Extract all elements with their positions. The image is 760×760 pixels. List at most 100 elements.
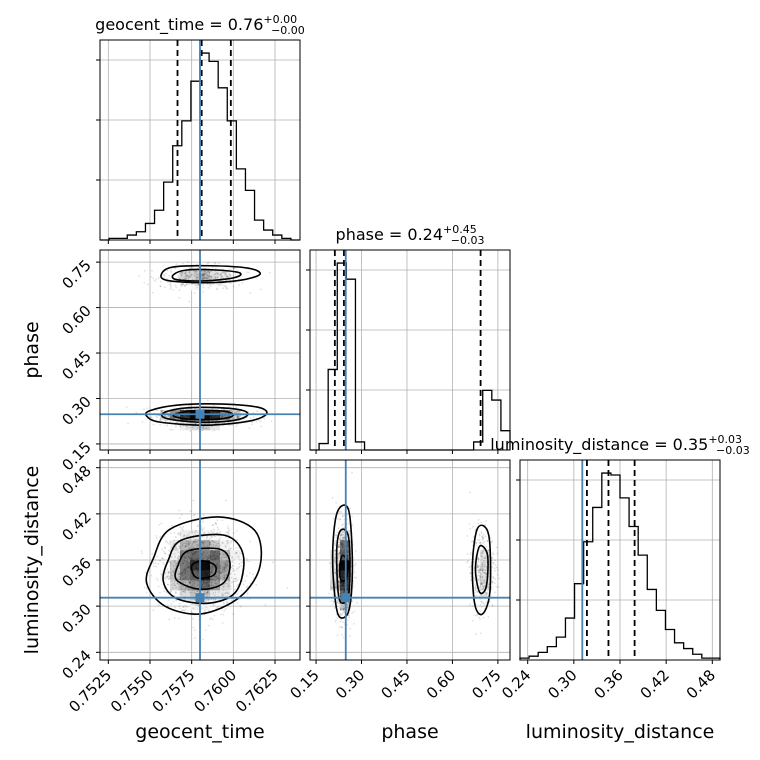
sample-point xyxy=(125,406,128,408)
sample-point xyxy=(483,579,486,581)
sample-point xyxy=(480,632,482,635)
sample-point xyxy=(186,566,189,569)
sample-point xyxy=(476,566,479,568)
contour-line xyxy=(471,524,492,616)
sample-point xyxy=(184,572,187,575)
sample-point xyxy=(342,563,344,566)
sample-point xyxy=(205,606,208,609)
sample-point xyxy=(161,409,164,412)
sample-point xyxy=(190,545,193,548)
sample-point xyxy=(479,575,482,577)
sample-point xyxy=(157,585,160,588)
sample-point xyxy=(478,533,481,536)
sample-point xyxy=(209,541,212,544)
sample-point xyxy=(216,606,219,609)
sample-point xyxy=(193,416,196,419)
sample-point xyxy=(166,269,169,272)
sample-point xyxy=(195,275,198,278)
sample-point xyxy=(163,277,166,280)
sample-point xyxy=(237,583,239,586)
sample-point xyxy=(180,275,183,278)
sample-point xyxy=(221,571,224,574)
sample-point xyxy=(236,579,239,581)
sample-point xyxy=(171,429,174,431)
sample-point xyxy=(343,559,346,562)
sample-point xyxy=(206,590,209,593)
sample-point xyxy=(215,563,218,565)
sample-point xyxy=(206,571,209,574)
sample-point xyxy=(202,638,205,641)
sample-point xyxy=(154,280,156,282)
sample-point xyxy=(193,557,196,559)
sample-point xyxy=(346,581,349,584)
sample-point xyxy=(220,558,223,561)
sample-point xyxy=(340,570,342,572)
sample-point xyxy=(200,558,203,560)
sample-point xyxy=(189,276,191,279)
sample-point xyxy=(186,558,189,560)
sample-point xyxy=(204,410,207,413)
sample-point xyxy=(161,411,163,414)
sample-point xyxy=(223,571,226,574)
sample-point xyxy=(225,601,228,604)
sample-point xyxy=(211,565,214,568)
sample-point xyxy=(339,539,342,542)
sample-point xyxy=(477,557,479,560)
sample-point xyxy=(479,542,482,544)
sample-point xyxy=(341,573,343,576)
sample-point xyxy=(235,406,238,409)
sample-point xyxy=(479,576,482,579)
sample-point xyxy=(349,635,351,637)
sample-point xyxy=(205,539,208,542)
sample-point xyxy=(346,549,349,551)
sample-point xyxy=(220,570,223,573)
sample-point xyxy=(190,416,193,419)
sample-point xyxy=(230,410,233,413)
sample-point xyxy=(181,274,183,276)
sample-point xyxy=(227,527,230,530)
sample-point xyxy=(188,414,191,417)
density-cell xyxy=(210,590,221,601)
sample-point xyxy=(169,590,172,593)
sample-point xyxy=(207,399,209,402)
sample-point xyxy=(194,540,197,543)
sample-point xyxy=(211,572,214,574)
sample-point xyxy=(187,599,190,602)
sample-point xyxy=(189,538,192,541)
sample-point xyxy=(338,541,341,544)
sample-point xyxy=(183,568,186,571)
sample-point xyxy=(179,551,182,554)
sample-point xyxy=(191,543,194,545)
sample-point xyxy=(201,583,204,585)
sample-point xyxy=(341,547,344,549)
sample-point xyxy=(340,609,342,611)
sample-point xyxy=(179,526,182,529)
sample-point xyxy=(168,415,170,417)
density-cell xyxy=(200,410,211,421)
sample-point xyxy=(188,591,191,594)
sample-point xyxy=(181,529,184,531)
sample-point xyxy=(193,411,196,413)
sample-point xyxy=(202,514,205,516)
sample-point xyxy=(197,283,200,286)
sample-point xyxy=(207,416,210,418)
sample-point xyxy=(175,599,178,602)
sample-point xyxy=(336,599,339,602)
sample-point xyxy=(241,580,244,583)
sample-point xyxy=(193,552,196,555)
sample-point xyxy=(187,261,189,264)
sample-point xyxy=(192,552,194,555)
sample-point xyxy=(226,591,229,594)
sample-point xyxy=(182,422,185,424)
sample-point xyxy=(163,415,166,418)
sample-point xyxy=(206,567,209,570)
density-cell xyxy=(200,560,211,571)
sample-point xyxy=(208,543,211,546)
sample-point xyxy=(188,588,190,591)
sample-point xyxy=(342,531,345,534)
sample-point xyxy=(221,542,224,544)
sample-point xyxy=(232,532,235,534)
sample-point xyxy=(212,277,214,280)
sample-point xyxy=(173,571,175,574)
sample-point xyxy=(157,563,160,565)
